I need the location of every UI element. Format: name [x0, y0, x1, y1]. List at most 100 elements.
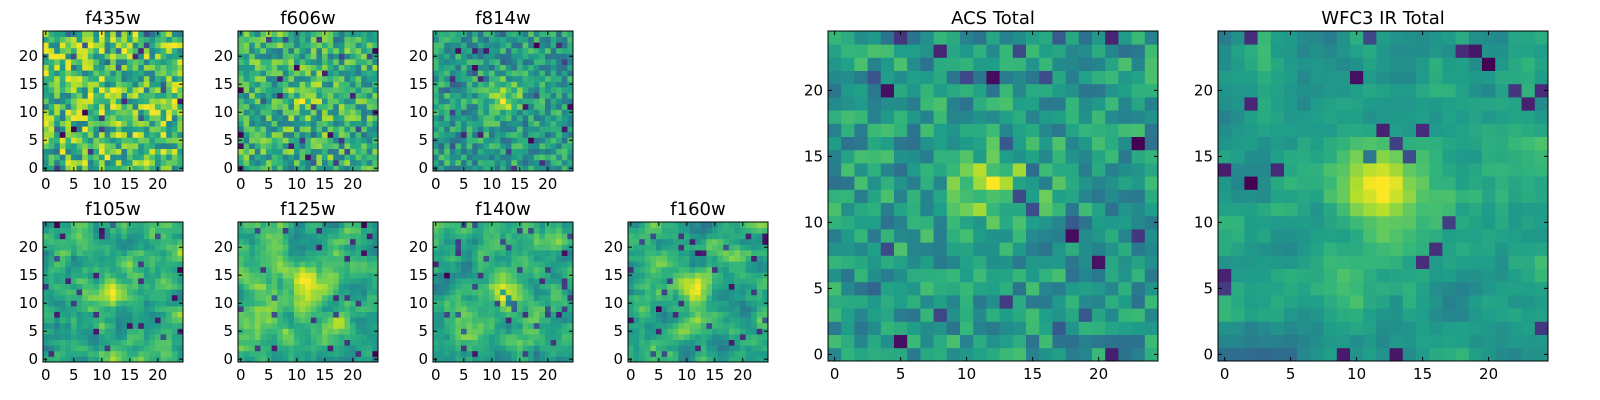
heatmap-cell	[444, 222, 451, 228]
heatmap-cell	[489, 109, 495, 116]
heatmap-cell	[517, 339, 523, 346]
heatmap-cell	[254, 75, 261, 82]
heatmap-cell	[717, 272, 724, 279]
heatmap-cell	[132, 283, 139, 290]
heatmap-cell	[282, 64, 289, 71]
axes-frame	[42, 30, 184, 172]
heatmap-cell	[1065, 242, 1080, 256]
heatmap-cell	[633, 222, 640, 228]
heatmap-cell	[310, 345, 317, 352]
heatmap-cell	[556, 317, 563, 324]
heatmap-cell	[477, 131, 484, 138]
heatmap-cell	[678, 250, 685, 256]
heatmap-cell	[238, 47, 244, 54]
heatmap-cell	[149, 227, 156, 234]
heatmap-cell	[740, 289, 746, 296]
heatmap-cell	[483, 255, 490, 262]
heatmap-cell	[1026, 163, 1040, 177]
heatmap-cell	[444, 350, 451, 357]
heatmap-cell	[82, 92, 89, 99]
heatmap-cell	[684, 261, 690, 268]
heatmap-cell	[43, 75, 49, 82]
heatmap-cell	[477, 294, 484, 301]
heatmap-cell	[517, 143, 523, 149]
heatmap-cell	[87, 250, 94, 256]
heatmap-cell	[166, 233, 173, 240]
heatmap-cell	[305, 103, 312, 110]
heatmap-cell	[494, 115, 501, 121]
heatmap-cell	[734, 289, 741, 296]
heatmap-cell	[511, 238, 518, 245]
heatmap-cell	[528, 250, 535, 256]
heatmap-cell	[366, 42, 373, 49]
heatmap-cell	[138, 31, 145, 37]
heatmap-cell	[946, 347, 961, 362]
heatmap-cell	[986, 281, 1000, 296]
heatmap-cell	[633, 238, 640, 245]
heatmap-cell	[461, 103, 467, 110]
heatmap-cell	[338, 81, 345, 88]
heatmap-cell	[828, 281, 842, 296]
heatmap-cell	[316, 81, 323, 88]
heatmap-cell	[166, 250, 173, 256]
heatmap-cell	[472, 233, 479, 240]
heatmap-cell	[684, 339, 690, 346]
heatmap-cell	[288, 75, 295, 82]
heatmap-cell	[260, 317, 267, 324]
heatmap-cell	[650, 322, 657, 329]
heatmap-cell	[556, 31, 563, 37]
heatmap-cell	[545, 42, 551, 49]
heatmap-cell	[455, 350, 462, 357]
heatmap-cell	[127, 70, 133, 77]
heatmap-cell	[650, 345, 657, 352]
heatmap-cell	[138, 47, 145, 54]
heatmap-cell	[433, 143, 439, 149]
heatmap-cell	[299, 42, 306, 49]
heatmap-cell	[322, 115, 328, 121]
heatmap-cell	[322, 244, 328, 251]
heatmap-cell	[500, 244, 507, 251]
heatmap-cell	[93, 334, 100, 340]
heatmap-cell	[243, 222, 250, 228]
heatmap-cell	[717, 322, 724, 329]
heatmap-cell	[528, 31, 535, 37]
heatmap-cell	[455, 339, 462, 346]
heatmap-cell	[327, 131, 334, 138]
heatmap-cell	[372, 75, 379, 82]
heatmap-cell	[734, 227, 741, 234]
heatmap-cell	[310, 47, 317, 54]
heatmap-cell	[115, 143, 122, 149]
heatmap-cell	[288, 261, 295, 268]
heatmap-cell	[762, 283, 769, 290]
heatmap-cell	[121, 75, 128, 82]
heatmap-cell	[960, 163, 974, 177]
heatmap-cell	[1012, 163, 1027, 177]
heatmap-cell	[282, 59, 289, 65]
heatmap-cell	[528, 345, 535, 352]
heatmap-cell	[243, 59, 250, 65]
heatmap-cell	[160, 143, 167, 149]
heatmap-cell	[249, 103, 256, 110]
heatmap-cell	[260, 131, 267, 138]
heatmap-cell	[355, 250, 362, 256]
heatmap-cell	[254, 266, 261, 273]
heatmap-cell	[511, 165, 518, 172]
heatmap-cell	[243, 255, 250, 262]
heatmap-cell	[500, 103, 507, 110]
heatmap-cell	[1131, 334, 1146, 349]
heatmap-cell	[867, 321, 882, 335]
heatmap-cell	[299, 261, 306, 268]
heatmap-cell	[539, 53, 546, 60]
heatmap-cell	[87, 165, 94, 172]
heatmap-cell	[59, 109, 66, 116]
heatmap-cell	[82, 350, 89, 357]
heatmap-cell	[260, 42, 267, 49]
heatmap-cell	[149, 120, 156, 127]
heatmap-cell	[366, 47, 373, 54]
heatmap-cell	[550, 148, 557, 155]
heatmap-cell	[461, 154, 467, 161]
heatmap-cell	[1065, 321, 1080, 335]
heatmap-cell	[361, 311, 368, 318]
heatmap-cell	[99, 59, 105, 65]
heatmap-cell	[110, 233, 117, 240]
